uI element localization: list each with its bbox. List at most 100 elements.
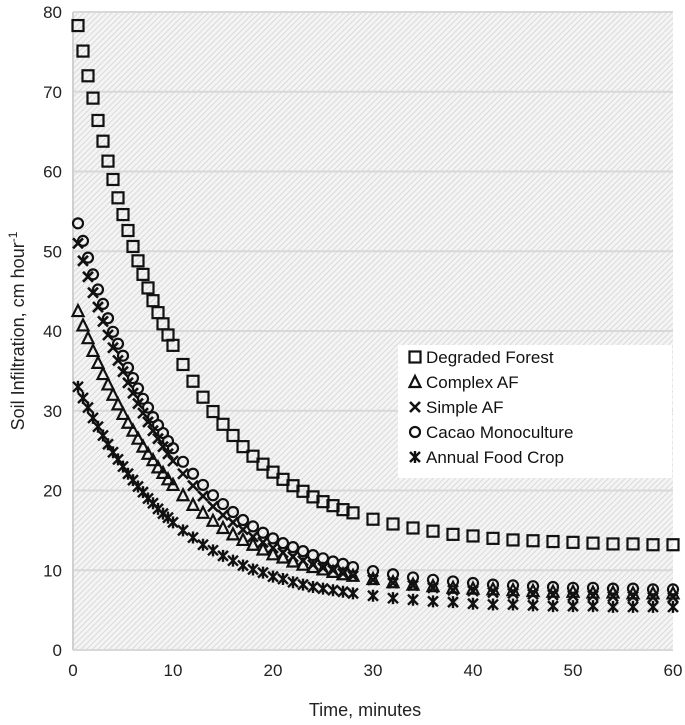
data-point-triangle <box>125 422 141 437</box>
data-point-asterisk <box>567 600 579 613</box>
data-point-x <box>387 577 399 589</box>
data-point-x <box>267 542 279 554</box>
data-point-square <box>206 404 220 419</box>
data-point-circle <box>546 580 560 594</box>
data-point-asterisk <box>347 587 359 600</box>
data-point-circle <box>96 297 110 310</box>
data-point-x <box>447 584 459 597</box>
data-point-circle <box>466 576 480 590</box>
data-point-triangle <box>160 470 176 486</box>
data-point-triangle <box>245 536 261 551</box>
data-point-x <box>147 424 159 437</box>
data-point-x <box>287 550 299 563</box>
data-point-triangle <box>195 504 211 519</box>
data-point-square <box>506 533 520 547</box>
data-point-asterisk <box>427 595 439 608</box>
data-point-square <box>266 465 280 479</box>
data-point-square <box>606 537 620 551</box>
data-point-x <box>152 432 164 445</box>
data-point-triangle <box>85 342 101 358</box>
data-point-square <box>526 534 540 548</box>
data-point-triangle <box>75 316 91 332</box>
data-point-circle <box>256 526 270 539</box>
data-point-circle <box>446 575 460 588</box>
data-point-circle <box>366 564 380 578</box>
series-cacao-monoculture <box>71 217 680 596</box>
data-point-asterisk <box>487 598 499 611</box>
data-point-x <box>247 530 259 543</box>
data-point-asterisk <box>337 585 349 598</box>
data-point-circle <box>141 401 155 414</box>
data-point-triangle <box>120 414 136 429</box>
y-axis-label-text: Soil Infiltration, cm hour <box>8 242 28 430</box>
data-point-circle <box>196 478 210 492</box>
series-annual-food-crop <box>72 380 679 613</box>
data-point-triangle <box>90 354 106 369</box>
data-point-asterisk <box>507 598 519 611</box>
data-point-triangle <box>115 405 131 421</box>
y-tick-label: 80 <box>43 3 62 22</box>
data-point-circle <box>176 455 190 468</box>
data-point-asterisk <box>237 559 249 572</box>
data-point-x <box>167 455 179 467</box>
x-tick-label: 0 <box>68 661 77 680</box>
data-point-x <box>177 467 189 480</box>
data-point-asterisk <box>117 460 129 473</box>
data-point-square <box>236 440 250 454</box>
data-point-asterisk <box>387 592 399 605</box>
legend-label: Degraded Forest <box>426 348 554 367</box>
data-point-asterisk <box>327 584 339 597</box>
data-point-circle <box>276 537 290 550</box>
data-point-asterisk <box>547 600 559 613</box>
legend-marker-circle <box>408 425 422 439</box>
data-point-circle <box>246 520 260 533</box>
data-point-asterisk <box>227 554 239 567</box>
data-point-asterisk <box>247 563 259 576</box>
data-point-square <box>586 536 600 550</box>
data-point-triangle <box>345 567 361 582</box>
data-point-x <box>297 554 309 567</box>
series-degraded-forest <box>71 18 680 552</box>
y-tick-label: 20 <box>43 482 62 501</box>
x-tick-label: 10 <box>164 661 183 680</box>
data-point-x <box>347 569 359 582</box>
data-point-asterisk <box>467 597 479 610</box>
data-point-circle <box>126 371 140 385</box>
data-point-asterisk <box>217 549 229 562</box>
data-point-triangle <box>255 541 271 556</box>
data-point-square <box>141 281 155 295</box>
data-point-circle <box>166 442 180 455</box>
data-point-circle <box>606 582 620 595</box>
data-point-x <box>217 509 229 522</box>
data-point-x <box>162 447 174 460</box>
data-point-triangle <box>105 386 121 401</box>
y-axis-label: Soil Infiltration, cm hour-1 <box>6 231 28 430</box>
data-point-square <box>96 134 110 148</box>
data-point-asterisk <box>297 578 309 591</box>
data-point-x <box>122 376 134 389</box>
data-point-square <box>466 529 480 543</box>
data-point-circle <box>121 361 135 374</box>
data-point-circle <box>646 583 660 596</box>
data-point-x <box>127 387 139 400</box>
data-point-square <box>386 517 400 531</box>
data-point-circle <box>111 337 125 350</box>
data-point-triangle <box>225 525 241 541</box>
data-point-square <box>116 207 130 222</box>
data-point-triangle <box>145 451 161 467</box>
data-point-x <box>307 558 319 571</box>
data-point-circle <box>506 579 520 592</box>
data-point-circle <box>586 581 600 594</box>
data-point-asterisk <box>277 573 289 586</box>
data-point-square <box>256 457 270 471</box>
data-point-square <box>136 267 150 281</box>
data-point-square <box>366 512 380 526</box>
data-point-square <box>111 191 125 205</box>
data-point-square <box>126 239 140 254</box>
data-point-triangle <box>140 445 156 460</box>
data-point-circle <box>526 580 540 593</box>
legend-label: Complex AF <box>426 373 519 392</box>
data-point-asterisk <box>107 446 119 459</box>
data-point-x <box>107 341 119 354</box>
data-point-square <box>121 223 135 238</box>
